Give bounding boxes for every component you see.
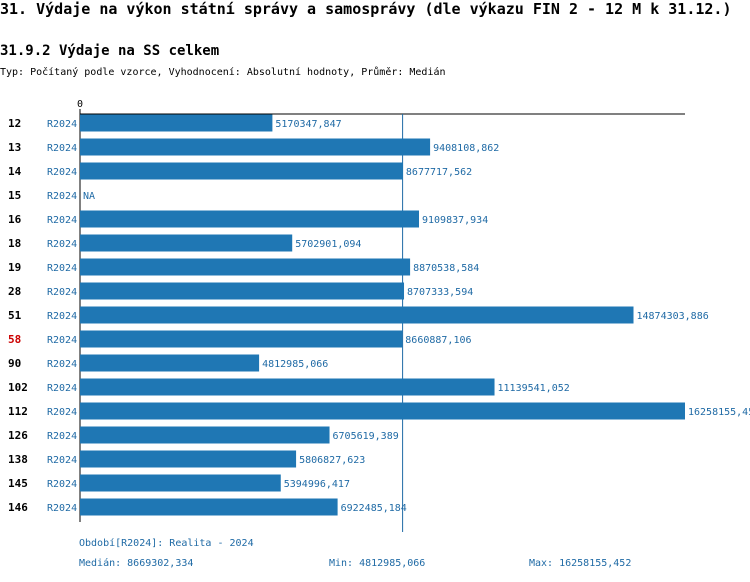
period-label: R2024	[47, 119, 77, 130]
bar	[80, 450, 297, 468]
bar	[80, 210, 419, 228]
period-label: R2024	[47, 455, 77, 466]
value-label: NA	[83, 191, 95, 202]
period-label: R2024	[47, 143, 77, 154]
value-label: 8707333,594	[407, 287, 473, 298]
value-label: 6705619,389	[333, 431, 399, 442]
period-label: R2024	[47, 335, 77, 346]
bar	[80, 402, 685, 420]
bar	[80, 138, 431, 156]
category-label: 15	[8, 189, 21, 202]
bar	[80, 162, 403, 180]
axis-zero-label: 0	[77, 99, 83, 110]
category-label: 12	[8, 117, 21, 130]
footer-period: Období[R2024]: Realita - 2024	[79, 538, 254, 549]
category-label: 112	[8, 405, 28, 418]
chart-subtitle: 31.9.2 Výdaje na SS celkem	[0, 43, 220, 59]
period-label: R2024	[47, 359, 77, 370]
bar	[80, 258, 411, 276]
value-label: 5394996,417	[284, 479, 350, 490]
value-label: 16258155,45	[688, 407, 750, 418]
bar	[80, 306, 634, 324]
bar	[80, 498, 338, 516]
category-label: 51	[8, 309, 22, 322]
category-label: 146	[8, 501, 28, 514]
value-label: 8677717,562	[406, 167, 472, 178]
category-label: 13	[8, 141, 21, 154]
page-title: 31. Výdaje na výkon státní správy a samo…	[0, 0, 732, 18]
bar	[80, 354, 260, 372]
period-label: R2024	[47, 383, 77, 394]
value-label: 5170347,847	[275, 119, 341, 130]
value-label: 14874303,886	[637, 311, 709, 322]
bar	[80, 330, 403, 348]
value-label: 9109837,934	[422, 215, 488, 226]
value-label: 9408108,862	[433, 143, 499, 154]
category-label: 14	[8, 165, 22, 178]
value-label: 4812985,066	[262, 359, 328, 370]
category-label: 18	[8, 237, 21, 250]
category-label: 90	[8, 357, 21, 370]
bar	[80, 282, 405, 300]
bar-chart: 0 12 R2024 5170347,847 13 R2024 9408108,862 14 R…	[8, 99, 750, 532]
footer-max: Max: 16258155,452	[529, 558, 632, 569]
value-label: 6922485,184	[341, 503, 407, 514]
value-label: 8660887,106	[405, 335, 471, 346]
value-label: 5702901,094	[295, 239, 361, 250]
period-label: R2024	[47, 215, 77, 226]
chart-type-line: Typ: Počítaný podle vzorce, Vyhodnocení:…	[0, 67, 446, 78]
category-label: 16	[8, 213, 22, 226]
period-label: R2024	[47, 167, 77, 178]
category-label: 19	[8, 261, 21, 274]
category-label: 58	[8, 333, 21, 346]
category-label: 145	[8, 477, 28, 490]
category-label: 28	[8, 285, 21, 298]
value-label: 8870538,584	[413, 263, 479, 274]
category-label: 126	[8, 429, 28, 442]
value-label: 5806827,623	[299, 455, 365, 466]
period-label: R2024	[47, 407, 77, 418]
period-label: R2024	[47, 263, 77, 274]
category-label: 138	[8, 453, 28, 466]
value-label: 11139541,052	[498, 383, 570, 394]
period-label: R2024	[47, 191, 77, 202]
bar	[80, 426, 330, 444]
footer-min: Min: 4812985,066	[329, 558, 426, 569]
bar	[80, 378, 495, 396]
category-label: 102	[8, 381, 28, 394]
period-label: R2024	[47, 239, 77, 250]
period-label: R2024	[47, 311, 77, 322]
period-label: R2024	[47, 431, 77, 442]
bar	[80, 474, 281, 492]
bar	[80, 114, 273, 132]
period-label: R2024	[47, 287, 77, 298]
bar	[80, 234, 293, 252]
period-label: R2024	[47, 479, 77, 490]
footer-median: Medián: 8669302,334	[79, 558, 194, 569]
period-label: R2024	[47, 503, 77, 514]
